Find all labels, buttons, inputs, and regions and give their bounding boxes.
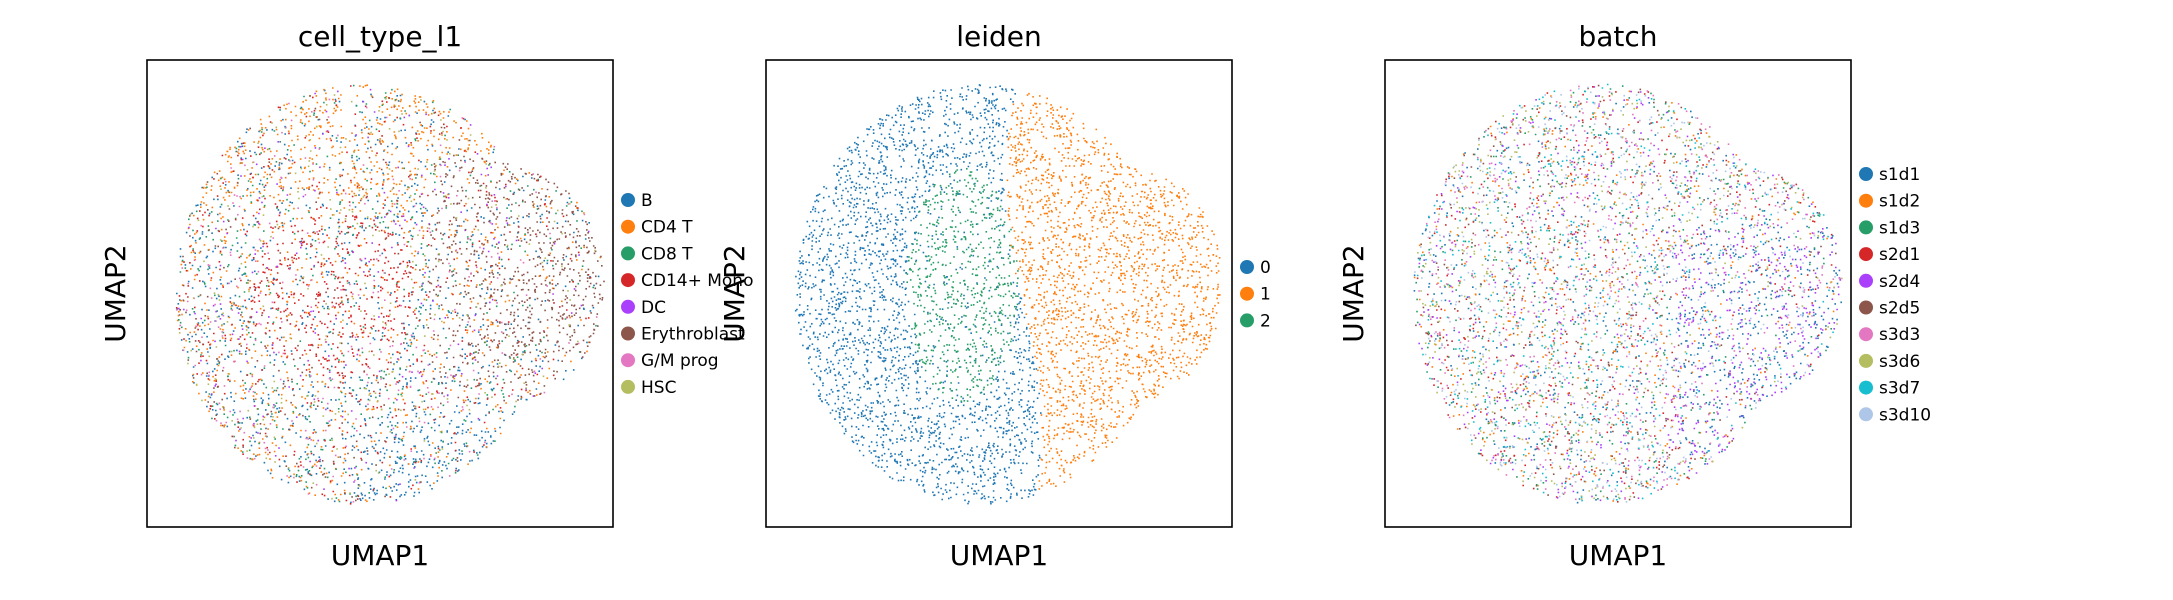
- legend-marker: [1859, 380, 1873, 395]
- legend-label: DC: [641, 298, 666, 318]
- legend-marker: [1859, 353, 1873, 368]
- legend-label: s2d1: [1879, 245, 1920, 265]
- legend-label: s1d1: [1879, 165, 1920, 185]
- legend-marker: [1859, 167, 1873, 181]
- scatter-series-HSC: [178, 94, 596, 500]
- legend-label: s3d6: [1879, 352, 1920, 372]
- scatter-points: [794, 84, 1221, 505]
- legend: B CD4 T CD8 T CD14+ Mono DC Erythroblast G/M p…: [621, 191, 753, 398]
- legend: 0 1 2: [1240, 258, 1271, 331]
- legend-label: Erythroblast: [641, 325, 745, 345]
- x-axis-label: UMAP1: [331, 539, 430, 572]
- panel-title: batch: [1578, 20, 1657, 53]
- scatter-series-CD14+ Mono: [175, 85, 592, 505]
- legend-label: s2d5: [1879, 299, 1920, 319]
- legend-marker: [621, 273, 635, 288]
- legend-marker: [1859, 273, 1873, 288]
- panel-title: cell_type_l1: [298, 20, 462, 53]
- legend-marker: [621, 379, 635, 394]
- umap-panel-2: batchUMAP1UMAP2s1d1s1d2s1d3s2d1s2d4s2d5s…: [1337, 20, 1931, 572]
- scatter-series-0: [794, 84, 1042, 505]
- scatter-points: [1413, 83, 1843, 504]
- legend-label: 0: [1260, 258, 1271, 278]
- legend-label: s1d3: [1879, 218, 1920, 238]
- legend-label: G/M prog: [641, 351, 719, 371]
- legend-marker: [1859, 407, 1873, 422]
- legend-label: 1: [1260, 285, 1271, 305]
- legend-label: CD8 T: [641, 244, 693, 264]
- legend-marker: [1859, 193, 1873, 208]
- y-axis-label: UMAP2: [718, 244, 751, 343]
- legend-marker: [621, 246, 635, 261]
- scatter-series-s2d5: [1415, 84, 1837, 501]
- legend-marker: [1859, 300, 1873, 315]
- legend-label: B: [641, 191, 653, 211]
- y-axis-label: UMAP2: [1337, 244, 1370, 343]
- legend-marker: [621, 353, 635, 368]
- legend-label: s3d7: [1879, 379, 1920, 399]
- scatter-series-1: [1006, 92, 1221, 490]
- scatter-series-G/M prog: [176, 98, 598, 503]
- umap-panel-1: leiden UMAP1 UMAP2 0 1 2: [718, 20, 1271, 572]
- x-axis-label: UMAP1: [1569, 539, 1668, 572]
- plot-frame: [146, 59, 614, 528]
- legend-label: 2: [1260, 311, 1271, 331]
- plot-frame: [765, 59, 1233, 528]
- legend-label: s2d4: [1879, 272, 1920, 292]
- scatter-series-s2d4: [1418, 86, 1842, 502]
- scatter-series-s3d3: [1418, 85, 1841, 501]
- legend-label: HSC: [641, 378, 676, 398]
- y-axis-label: UMAP2: [99, 244, 132, 343]
- legend-marker: [1240, 313, 1254, 328]
- scatter-series-s2d1: [1416, 86, 1833, 503]
- scatter-series-s3d10: [1414, 86, 1836, 503]
- umap-panel-0: cell_type_l1 UMAP1 UMAP2 B CD4 T CD8 T CD14+ M…: [99, 20, 753, 572]
- scatter-series-s1d2: [1413, 90, 1835, 502]
- legend-marker: [621, 219, 635, 234]
- legend: s1d1 s1d2 s1d3 s2d1 s2d4 s2d5 s3d3 s3d6 s3d7 s3d1…: [1859, 165, 1931, 425]
- legend-marker: [1859, 247, 1873, 262]
- legend-marker: [621, 193, 635, 207]
- scatter-series-2: [906, 168, 1019, 402]
- legend-label: s3d10: [1879, 405, 1931, 425]
- x-axis-label: UMAP1: [950, 539, 1049, 572]
- legend-label: s3d3: [1879, 325, 1920, 345]
- legend-marker: [621, 326, 635, 341]
- legend-marker: [1240, 286, 1254, 301]
- panel-title: leiden: [956, 20, 1042, 53]
- legend-marker: [1240, 260, 1254, 274]
- scatter-points: [175, 84, 605, 505]
- scatter-series-s3d7: [1416, 83, 1834, 502]
- plot-frame: [1384, 59, 1852, 528]
- scatter-series-s1d3: [1415, 85, 1832, 500]
- legend-label: s1d2: [1879, 192, 1920, 212]
- legend-label: CD4 T: [641, 218, 693, 238]
- legend-label: CD14+ Mono: [641, 271, 753, 291]
- legend-marker: [621, 299, 635, 314]
- legend-marker: [1859, 327, 1873, 342]
- legend-marker: [1859, 220, 1873, 235]
